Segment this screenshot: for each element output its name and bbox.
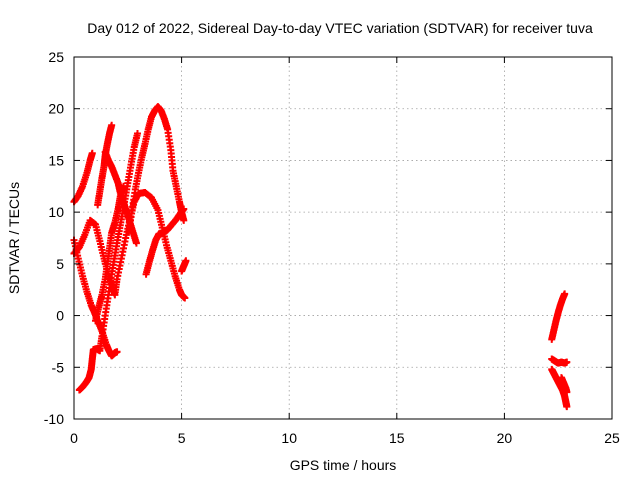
y-tick-label: 5 [56,256,64,272]
data-point [561,290,569,298]
x-tick-label: 0 [70,430,78,446]
data-point [133,130,141,138]
data-point [132,239,140,247]
series-arc14 [557,374,571,396]
data-point [88,149,96,157]
y-tick-label: 10 [48,204,64,220]
series-arc8 [125,103,188,235]
x-tick-label: 5 [178,430,186,446]
y-tick-label: 20 [48,101,64,117]
x-tick-label: 15 [389,430,405,446]
series-arc6 [94,121,116,209]
grid-layer [74,57,612,419]
y-tick-label: -10 [44,411,64,427]
data-point [563,358,571,366]
series-arc12 [548,355,571,367]
series-arc1 [70,149,96,206]
data-point [113,348,121,356]
y-tick-label: -5 [52,359,65,375]
data-point [108,121,116,129]
x-tick-label: 10 [281,430,297,446]
series-arc3 [70,188,189,302]
data-point [181,294,189,302]
series-arc10 [178,257,190,275]
data-point [180,216,188,224]
y-axis-title: SDTVAR / TECUs [6,182,22,294]
series-arc9 [142,205,188,278]
series-arc7 [101,148,140,247]
x-tick-label: 25 [604,430,620,446]
data-point [182,257,190,265]
series-arc13 [548,365,571,411]
data-point [180,205,188,213]
y-tick-label: 15 [48,152,64,168]
x-tick-label: 20 [497,430,513,446]
plot-frame [73,56,613,420]
data-points [70,103,571,411]
chart-title: Day 012 of 2022, Sidereal Day-to-day VTE… [87,20,593,36]
axis-ticks: 0 5 10 15 20 25 -10 -5 0 5 10 15 20 25 [44,49,620,446]
data-point [563,388,571,396]
x-axis-title: GPS time / hours [290,457,397,473]
series-arc11 [548,290,569,343]
y-tick-label: 0 [56,308,64,324]
data-point [563,403,571,411]
y-tick-label: 25 [48,49,64,65]
